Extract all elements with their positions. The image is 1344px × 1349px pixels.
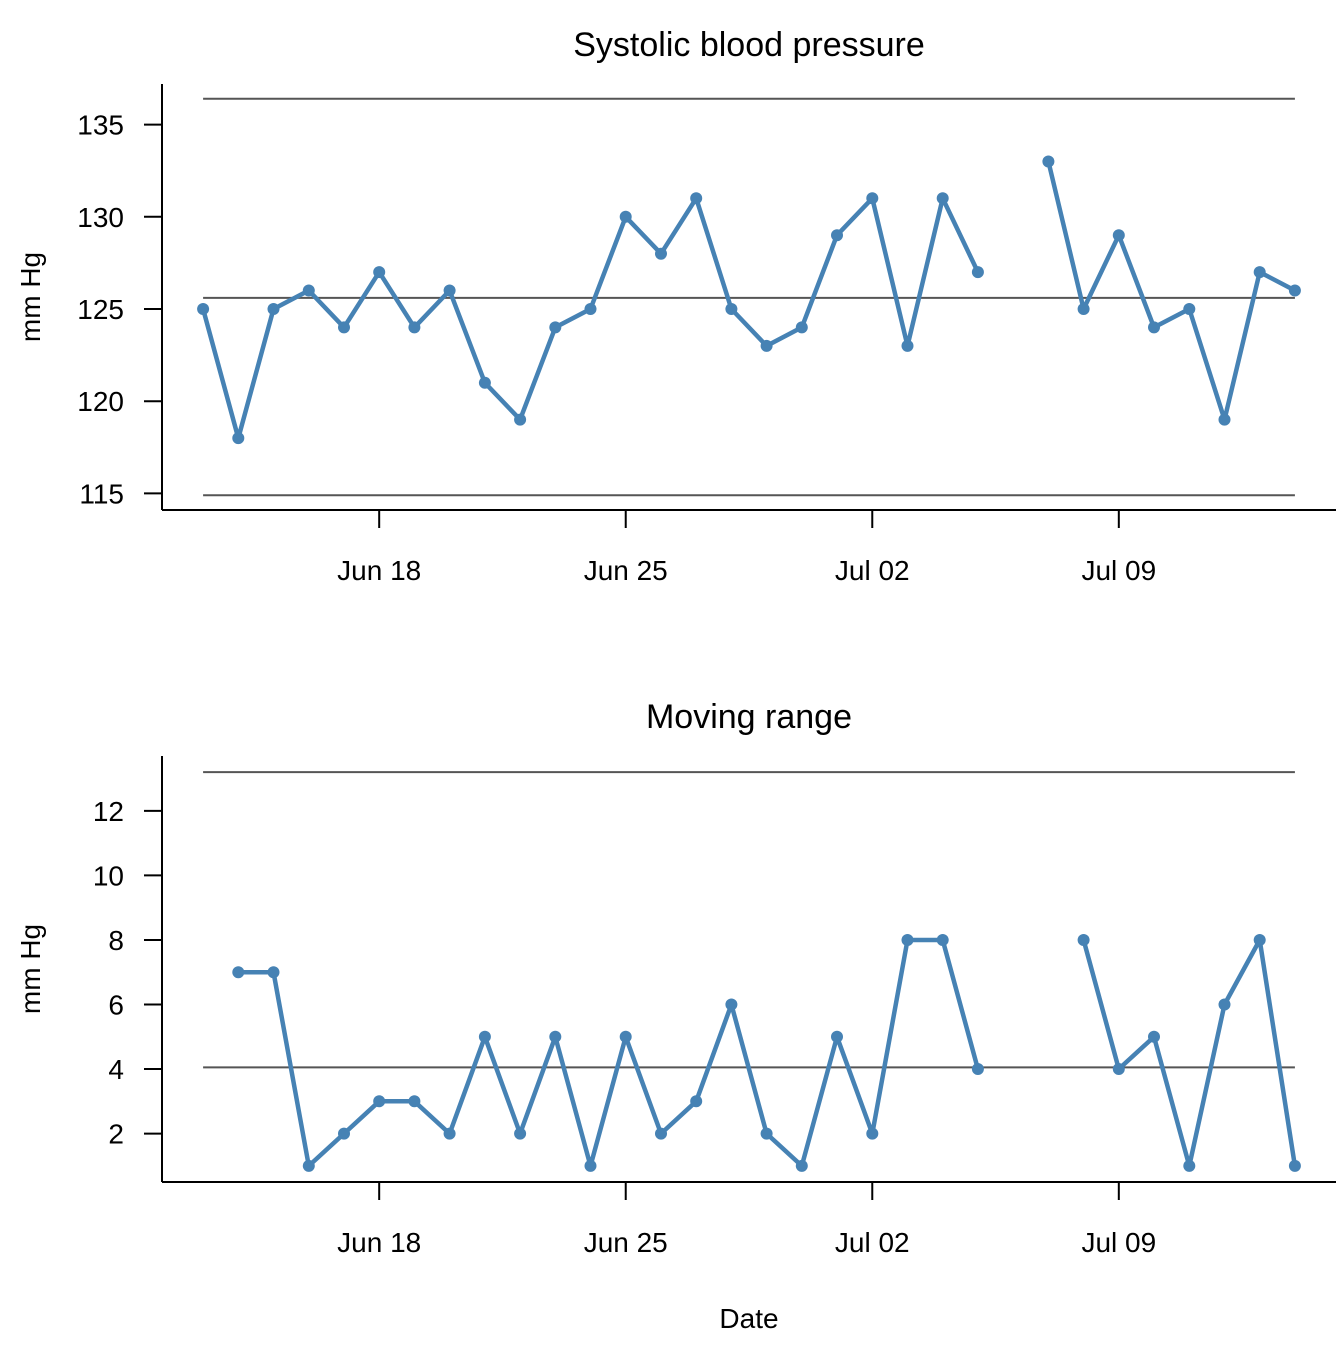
data-point (1253, 266, 1266, 279)
data-point (338, 321, 350, 334)
y-tick-label: 10 (93, 860, 124, 891)
y-tick-label: 8 (108, 925, 124, 956)
x-tick-label: Jul 09 (1081, 555, 1156, 586)
data-point (549, 1030, 562, 1043)
data-point (1042, 155, 1055, 168)
data-point (338, 1127, 350, 1140)
data-point (549, 321, 562, 334)
data-point (1077, 303, 1090, 315)
data-point (760, 339, 773, 352)
data-point (655, 1127, 667, 1140)
y-axis-label: mm Hg (15, 252, 46, 342)
data-point (584, 303, 597, 315)
data-point (302, 284, 315, 297)
series-line (1046, 159, 1298, 422)
data-point (1288, 1159, 1301, 1172)
x-tick-label: Jun 25 (584, 1227, 668, 1258)
data-point (373, 1095, 386, 1108)
data-point (514, 1127, 527, 1140)
y-tick-label: 125 (77, 294, 124, 325)
x-tick-label: Jul 02 (835, 555, 910, 586)
data-point (690, 1095, 703, 1108)
y-tick-label: 120 (77, 386, 124, 417)
data-point (514, 413, 527, 426)
data-point (408, 321, 421, 334)
y-axis-label: mm Hg (15, 924, 46, 1014)
data-point (584, 1159, 597, 1172)
data-point (725, 998, 738, 1011)
data-point (901, 339, 914, 352)
data-point (1112, 1063, 1125, 1075)
x-tick-label: Jun 18 (337, 555, 421, 586)
data-point (795, 1159, 808, 1172)
data-point (619, 210, 632, 223)
data-point (302, 1159, 315, 1172)
data-point (1218, 413, 1231, 426)
x-tick-label: Jul 09 (1081, 1227, 1156, 1258)
chart-panel-1: Systolic blood pressure 115 120 125 130 135 Ju… (15, 26, 1336, 586)
data-point (655, 247, 667, 260)
data-point (690, 192, 703, 205)
data-point (971, 266, 984, 279)
data-point (1218, 998, 1231, 1011)
data-point (1288, 284, 1301, 297)
data-point (408, 1095, 421, 1108)
x-tick-label: Jun 18 (337, 1227, 421, 1258)
x-axis-label: Date (719, 1303, 778, 1334)
data-point (267, 303, 280, 315)
data-point (901, 934, 914, 946)
data-point (1183, 1159, 1196, 1172)
data-point (1077, 934, 1090, 946)
data-point (373, 266, 386, 279)
y-tick-label: 6 (108, 990, 124, 1021)
y-tick-label: 135 (77, 110, 124, 141)
series-line (236, 937, 981, 1169)
data-point (866, 1127, 879, 1140)
data-point (1148, 321, 1160, 334)
chart-panel-2: Moving range 2 4 6 8 10 12 Jun 18 Jun 25 Jul 02 Ju… (15, 698, 1336, 1334)
data-point (936, 192, 949, 205)
data-point (831, 1030, 843, 1043)
data-point (478, 376, 491, 389)
x-tick-label: Jul 02 (835, 1227, 910, 1258)
y-tick-label: 4 (108, 1054, 124, 1085)
data-point (478, 1030, 491, 1043)
data-point (795, 321, 808, 334)
series-line (200, 196, 981, 441)
data-point (831, 229, 843, 242)
data-point (197, 303, 210, 315)
data-point (725, 303, 738, 315)
data-point (232, 966, 245, 979)
data-point (1148, 1030, 1160, 1043)
data-point (232, 432, 245, 445)
data-point (971, 1063, 984, 1075)
data-point (760, 1127, 773, 1140)
y-tick-label: 115 (79, 478, 124, 509)
chart-title: Moving range (646, 698, 852, 736)
series-line (1081, 937, 1298, 1169)
data-point (619, 1030, 632, 1043)
data-point (443, 1127, 456, 1140)
data-point (1253, 934, 1266, 946)
data-point (866, 192, 879, 205)
data-point (443, 284, 456, 297)
data-point (1183, 303, 1196, 315)
data-point (267, 966, 280, 979)
y-tick-label: 12 (93, 796, 124, 827)
y-tick-label: 130 (77, 202, 124, 233)
x-tick-label: Jun 25 (584, 555, 668, 586)
data-point (936, 934, 949, 946)
data-point (1112, 229, 1125, 242)
y-tick-label: 2 (108, 1119, 124, 1150)
chart-title: Systolic blood pressure (573, 26, 925, 64)
